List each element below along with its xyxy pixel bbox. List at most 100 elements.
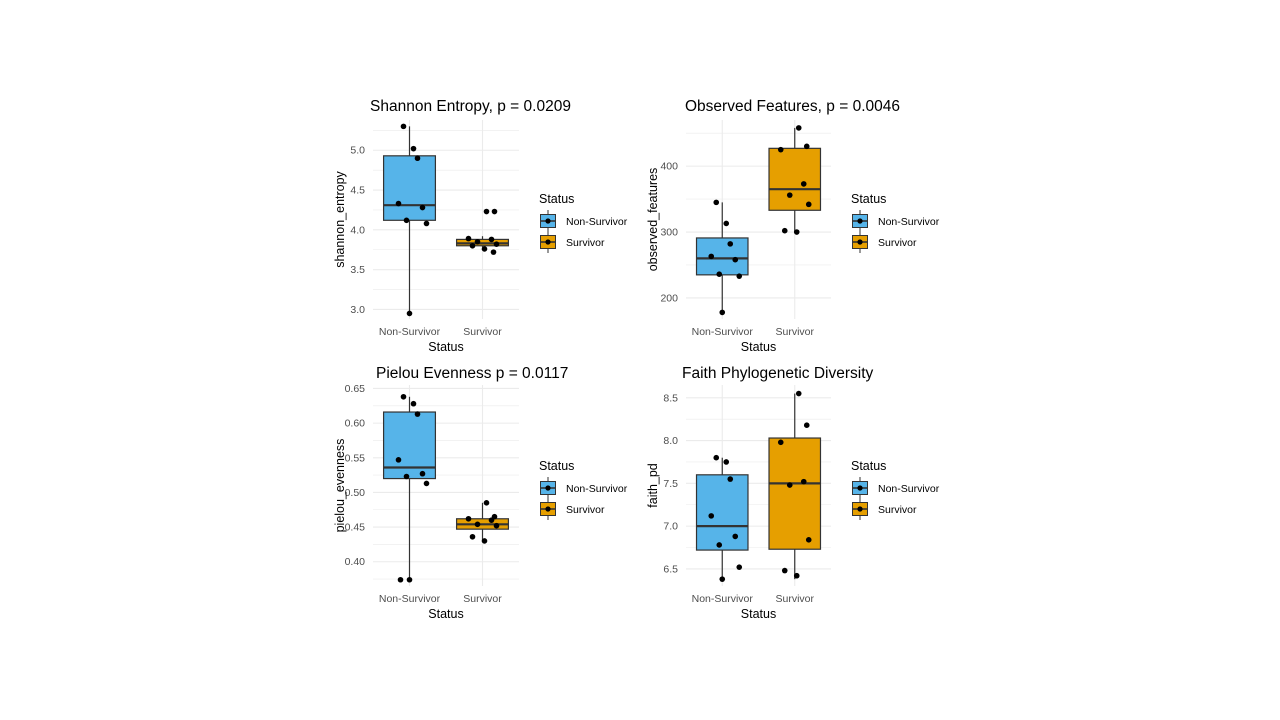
data-point: [800, 478, 807, 485]
y-axis-title: faith_pd: [646, 463, 660, 508]
data-point: [403, 217, 410, 224]
data-point: [727, 476, 734, 482]
legend: Status Non-Survivor Survivor: [539, 459, 628, 520]
legend: Status Non-Survivor Survivor: [851, 192, 940, 253]
data-point: [732, 256, 739, 263]
data-point: [488, 236, 495, 243]
data-point: [414, 155, 421, 162]
data-point: [419, 204, 426, 211]
legend-key-point: [545, 506, 551, 512]
data-point: [474, 521, 481, 528]
data-point: [483, 208, 490, 215]
data-point: [400, 123, 407, 130]
legend-title: Status: [851, 192, 886, 206]
x-tick-label: Non-Survivor: [692, 593, 754, 605]
legend-key-point: [545, 485, 551, 491]
y-tick-label: 200: [660, 292, 678, 304]
legend-key-point: [857, 218, 863, 224]
x-axis-title: Status: [741, 340, 776, 354]
data-point: [781, 567, 788, 574]
legend-key-point: [545, 239, 551, 245]
data-point: [713, 199, 720, 206]
data-point: [406, 310, 413, 317]
data-point: [493, 522, 500, 529]
data-point: [465, 235, 472, 242]
chart-title: Shannon Entropy, p = 0.0209: [370, 98, 571, 115]
data-point: [397, 576, 404, 583]
chart-panel-4: 6.5 7.0 7.5 8.0 8.5 Non-Survivor Survivor Faith…: [646, 365, 940, 621]
data-point: [781, 227, 788, 234]
y-tick-label: 8.5: [663, 392, 678, 404]
x-axis-title: Status: [428, 340, 463, 354]
legend-label: Non-Survivor: [566, 216, 628, 228]
chart-title: Faith Phylogenetic Diversity: [682, 365, 873, 382]
data-point: [465, 515, 472, 522]
data-point: [716, 542, 723, 548]
x-axis-title: Status: [741, 607, 776, 621]
y-tick-label: 0.40: [345, 556, 366, 568]
legend-key-point: [545, 218, 551, 224]
legend-label: Survivor: [878, 504, 917, 516]
chart-title: Observed Features, p = 0.0046: [685, 98, 900, 115]
y-tick-label: 3.0: [350, 304, 365, 316]
box-survivor: [768, 437, 822, 550]
y-tick-label: 7.0: [663, 521, 678, 533]
data-point: [481, 538, 488, 544]
data-point: [800, 181, 807, 187]
legend-label: Survivor: [878, 237, 917, 249]
data-point: [805, 537, 812, 543]
x-tick-label: Survivor: [463, 593, 502, 605]
data-point: [474, 238, 481, 245]
data-point: [423, 220, 430, 227]
y-tick-label: 3.5: [350, 264, 365, 276]
data-point: [469, 533, 476, 540]
legend: Status Non-Survivor Survivor: [851, 459, 940, 520]
legend-label: Non-Survivor: [878, 216, 940, 228]
y-tick-label: 400: [660, 161, 678, 173]
data-point: [777, 146, 784, 153]
y-axis-title: shannon_entropy: [333, 170, 347, 267]
chart-panel-3: 0.40 0.45 0.50 0.55 0.60 0.65 Non-Survivor Surv…: [333, 365, 628, 621]
data-point: [727, 241, 734, 247]
y-axis-title: pielou_evenness: [333, 439, 347, 533]
data-point: [483, 500, 490, 506]
data-point: [805, 201, 812, 208]
legend-title: Status: [851, 459, 886, 473]
data-point: [786, 192, 793, 198]
data-point: [708, 253, 715, 260]
data-point: [736, 564, 743, 570]
data-point: [403, 473, 410, 480]
data-point: [777, 439, 784, 446]
data-point: [719, 576, 726, 582]
x-axis-title: Status: [428, 607, 463, 621]
data-point: [406, 576, 413, 583]
data-point: [736, 273, 743, 279]
box-non-survivor: [695, 237, 749, 276]
data-point: [414, 411, 421, 417]
y-axis-title: observed_features: [646, 168, 660, 272]
y-tick-label: 7.5: [663, 478, 678, 490]
data-point: [395, 200, 402, 207]
data-point: [803, 422, 810, 429]
y-tick-label: 4.5: [350, 185, 365, 197]
y-tick-label: 0.55: [345, 452, 366, 464]
box-non-survivor: [382, 411, 437, 480]
legend-title: Status: [539, 192, 574, 206]
data-point: [713, 454, 720, 461]
data-point: [493, 241, 500, 247]
legend-key-point: [857, 506, 863, 512]
data-point: [793, 229, 800, 235]
data-point: [793, 572, 800, 579]
chart-panel-1: 3.0 3.5 4.0 4.5 5.0 Non-Survivor Survivor Shann…: [333, 98, 628, 354]
x-tick-label: Non-Survivor: [692, 326, 754, 338]
data-point: [795, 125, 802, 131]
legend-label: Non-Survivor: [566, 483, 628, 495]
legend-label: Survivor: [566, 504, 605, 516]
x-tick-label: Survivor: [463, 326, 502, 338]
data-point: [423, 480, 430, 487]
y-tick-label: 5.0: [350, 145, 365, 157]
data-point: [410, 400, 417, 407]
legend-label: Non-Survivor: [878, 483, 940, 495]
x-tick-label: Non-Survivor: [379, 593, 441, 605]
